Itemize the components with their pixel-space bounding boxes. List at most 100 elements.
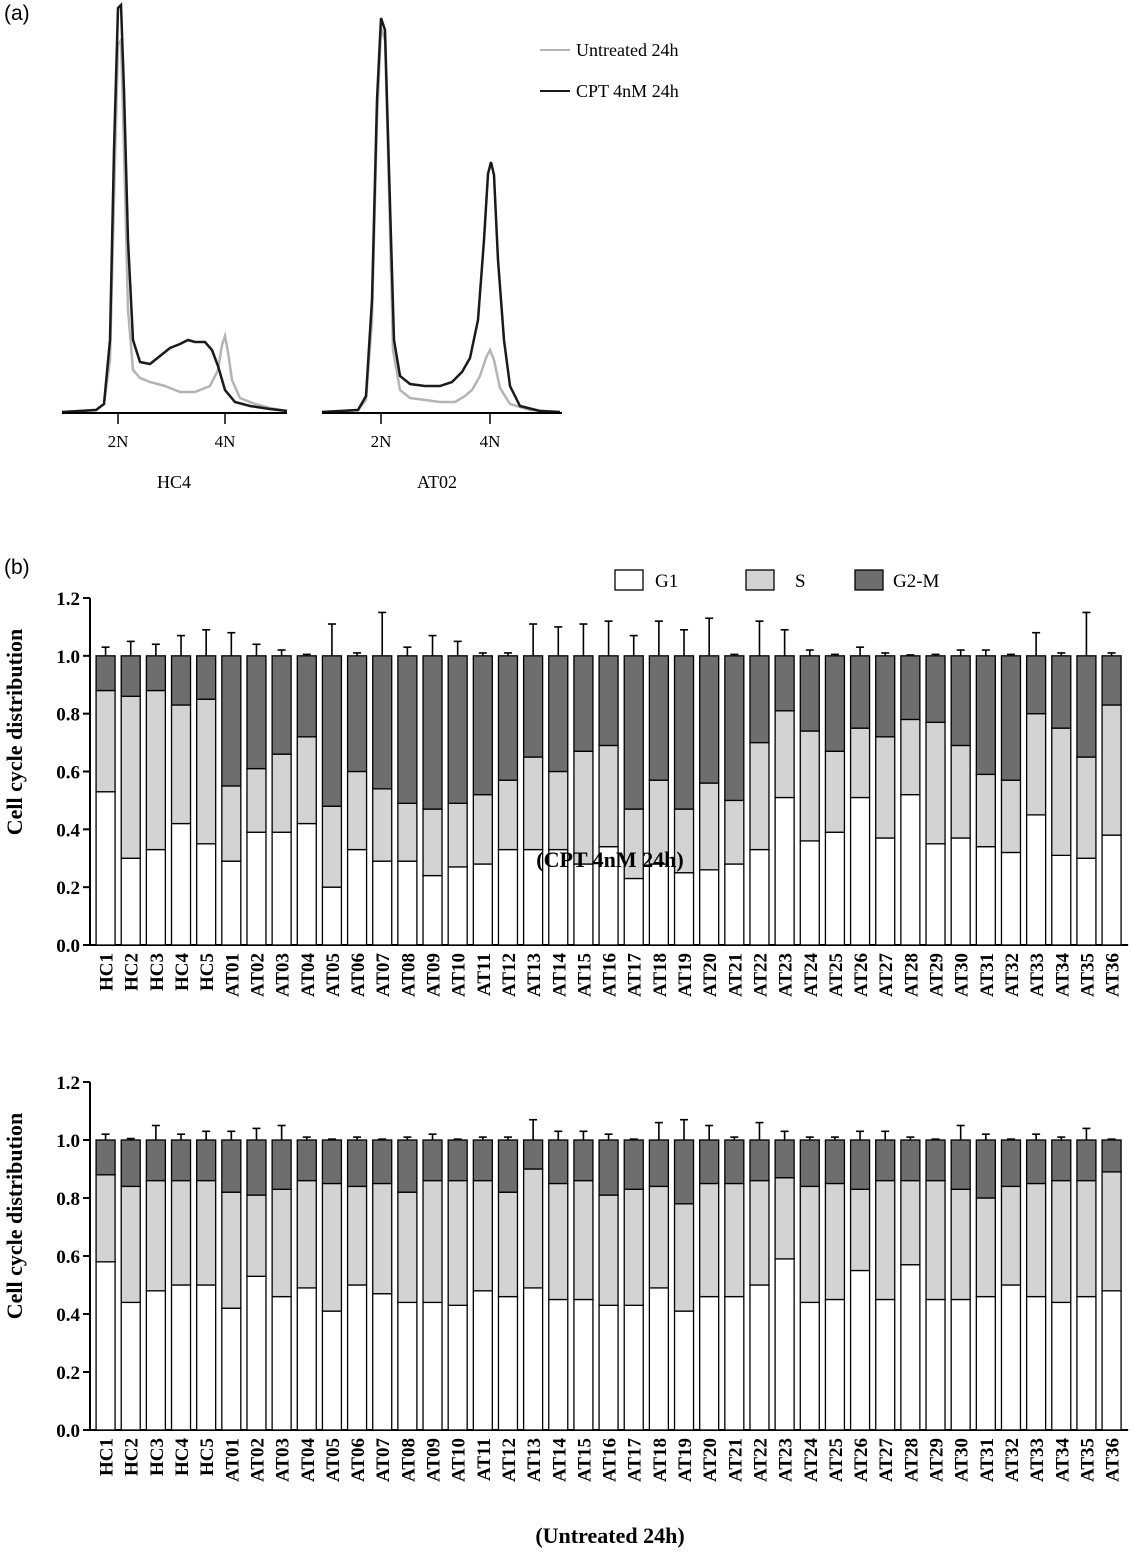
bar-s-at01 bbox=[221, 1191, 242, 1309]
bar-g2m-at32 bbox=[1000, 1139, 1022, 1188]
bar-g2m-at09 bbox=[422, 655, 443, 810]
bar-g1-at34 bbox=[1051, 854, 1072, 946]
bar-g1-at04 bbox=[296, 822, 317, 946]
x-tick-label-at07: AT07 bbox=[373, 953, 394, 997]
bar-g2m-at30 bbox=[950, 1139, 971, 1190]
bar-s-at19 bbox=[673, 1203, 695, 1312]
bar-g2m-at06 bbox=[346, 1139, 368, 1188]
bar-g1-at28 bbox=[900, 793, 921, 946]
x-tick-label-at01: AT01 bbox=[222, 953, 243, 997]
x-tick-label-at04: AT04 bbox=[298, 1438, 319, 1482]
bar-g2m-at33 bbox=[1025, 655, 1047, 715]
bar-g1-at09 bbox=[422, 1301, 443, 1431]
legend-g1-label: G1 bbox=[655, 571, 678, 592]
panel-a-legend: Untreated 24h CPT 4nM 24h bbox=[540, 40, 679, 101]
bar-g2m-at04 bbox=[296, 1139, 317, 1182]
hc4-tick-label-4n: 4N bbox=[215, 432, 236, 451]
bar-s-at32 bbox=[1000, 1185, 1022, 1286]
bar-g1-at20 bbox=[699, 1295, 720, 1431]
bar-s-at20 bbox=[699, 782, 720, 871]
bar-g1-at04 bbox=[296, 1287, 317, 1431]
bar-s-at22 bbox=[749, 1179, 770, 1286]
bar-g2m-at12 bbox=[497, 655, 519, 781]
x-tick-label-at05: AT05 bbox=[323, 953, 344, 997]
x-tick-label-at36: AT36 bbox=[1103, 1438, 1124, 1482]
bar-g1-at15 bbox=[573, 863, 594, 946]
x-tick-label-at16: AT16 bbox=[600, 1438, 621, 1482]
x-tick-label-at23: AT23 bbox=[776, 1438, 797, 1482]
panel-b-label: (b) bbox=[4, 556, 30, 579]
bar-s-hc5 bbox=[196, 698, 217, 845]
bar-g1-at12 bbox=[497, 1295, 519, 1431]
y-tick-label: 1.0 bbox=[56, 647, 80, 668]
bar-g1-at23 bbox=[774, 796, 795, 946]
x-tick-label-at28: AT28 bbox=[901, 1438, 922, 1482]
bar-s-at22 bbox=[749, 741, 770, 851]
x-tick-label-at23: AT23 bbox=[776, 953, 797, 997]
bar-g2m-at23 bbox=[774, 655, 795, 712]
bar-g1-at08 bbox=[397, 860, 418, 946]
bar-g1-at30 bbox=[950, 837, 971, 946]
bar-g1-hc4 bbox=[170, 822, 192, 946]
bar-g2m-at12 bbox=[497, 1139, 519, 1193]
bar-g1-at18 bbox=[648, 1287, 670, 1431]
bar-g2m-at21 bbox=[724, 655, 745, 802]
bar-s-hc3 bbox=[145, 1179, 167, 1292]
bar-s-at08 bbox=[397, 802, 418, 862]
bar-s-at24 bbox=[799, 730, 820, 842]
bar-g2m-hc4 bbox=[170, 1139, 192, 1182]
bar-s-at16 bbox=[598, 744, 619, 848]
bar-g2m-at17 bbox=[623, 1139, 644, 1190]
bar-g1-at32 bbox=[1000, 1284, 1022, 1431]
bar-g1-at06 bbox=[346, 848, 368, 946]
stacked-bar-chart-cpt: Cell cycle distribution 0.0 0.2 0.4 0.6 0.8 1… bbox=[2, 589, 1129, 997]
bar-s-at12 bbox=[497, 779, 519, 851]
bar-g2m-at11 bbox=[472, 655, 493, 796]
x-tick-label-at28: AT28 bbox=[901, 953, 922, 997]
x-tick-label-at08: AT08 bbox=[398, 1438, 419, 1482]
x-tick-label-at06: AT06 bbox=[348, 953, 369, 997]
bar-g2m-at35 bbox=[1076, 655, 1097, 758]
bar-g1-at24 bbox=[799, 1301, 820, 1431]
bar-g1-at11 bbox=[472, 863, 493, 946]
bar-s-at35 bbox=[1076, 1179, 1097, 1298]
x-tick-label-at10: AT10 bbox=[449, 953, 470, 997]
bar-s-at21 bbox=[724, 799, 745, 865]
bar-g2m-at36 bbox=[1101, 1139, 1122, 1173]
bar-g1-at24 bbox=[799, 840, 820, 946]
bar-g1-at35 bbox=[1076, 857, 1097, 946]
bar-g1-at23 bbox=[774, 1258, 795, 1431]
bar-g1-hc5 bbox=[196, 1284, 217, 1431]
y-tick-label: 1.2 bbox=[56, 589, 80, 610]
bar-s-at24 bbox=[799, 1185, 820, 1304]
x-tick-label-at33: AT33 bbox=[1027, 953, 1048, 997]
x-tick-label-at21: AT21 bbox=[725, 1438, 746, 1482]
bar-g2m-at10 bbox=[447, 1139, 468, 1182]
y-tick-label: 0.6 bbox=[56, 763, 80, 784]
x-tick-label-at22: AT22 bbox=[750, 1438, 771, 1482]
bar-s-at11 bbox=[472, 1179, 493, 1292]
bar-s-at20 bbox=[699, 1182, 720, 1298]
x-tick-label-at14: AT14 bbox=[549, 953, 570, 997]
x-tick-label-at31: AT31 bbox=[977, 1438, 998, 1482]
bar-g1-at02 bbox=[246, 831, 267, 946]
bar-g1-at31 bbox=[975, 846, 996, 946]
at02-untreated-trace bbox=[321, 27, 561, 414]
hc4-sample-label: HC4 bbox=[157, 472, 191, 492]
bar-g2m-at18 bbox=[648, 655, 670, 781]
bar-g1-at35 bbox=[1076, 1295, 1097, 1431]
legend-cpt-label: CPT 4nM 24h bbox=[576, 81, 679, 101]
x-tick-label-at26: AT26 bbox=[851, 1438, 872, 1482]
y-tick-label: 0.8 bbox=[56, 1189, 80, 1210]
x-tick-label-at24: AT24 bbox=[801, 953, 822, 997]
bar-s-at11 bbox=[472, 793, 493, 865]
bar-g2m-at24 bbox=[799, 655, 820, 732]
bar-g1-at29 bbox=[925, 843, 946, 946]
x-tick-label-at06: AT06 bbox=[348, 1438, 369, 1482]
bar-g1-at32 bbox=[1000, 851, 1022, 946]
bar-g2m-at29 bbox=[925, 655, 946, 723]
bar-g2m-hc5 bbox=[196, 1139, 217, 1182]
bar-s-at02 bbox=[246, 767, 267, 833]
x-tick-label-hc1: HC1 bbox=[97, 953, 118, 991]
bar-g2m-at18 bbox=[648, 1139, 670, 1188]
